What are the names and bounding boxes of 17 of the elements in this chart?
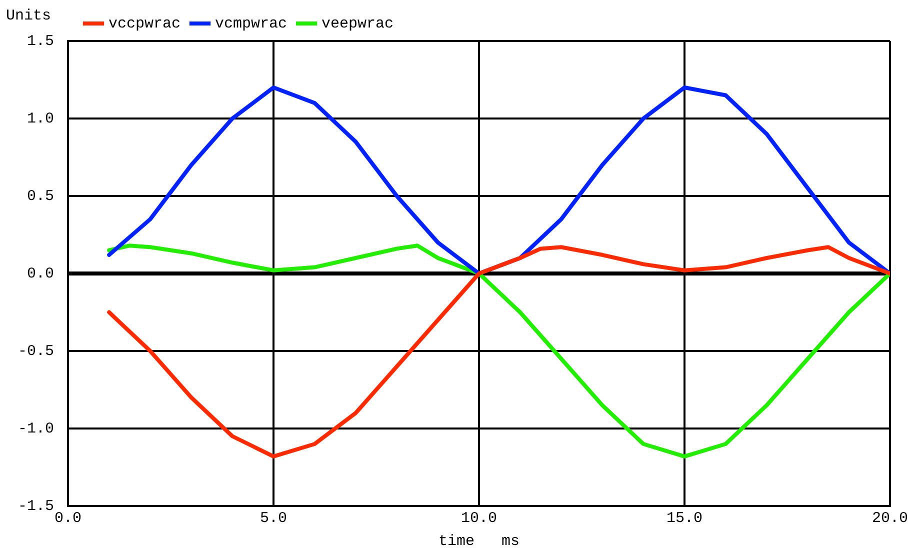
x-tick-label: 20.0 [872, 510, 908, 527]
y-tick-label: -1.0 [18, 420, 54, 438]
y-tick-label: 0.0 [26, 265, 54, 282]
y-tick-label: 0.5 [26, 188, 54, 205]
x-tick-label: 15.0 [666, 510, 703, 527]
legend-label: veepwrac [322, 15, 394, 32]
legend-label: vccpwrac [108, 15, 181, 32]
x-tick-label: 0.0 [54, 510, 82, 527]
x-tick-label: 5.0 [260, 510, 288, 527]
x-axis-title: time ms [438, 532, 520, 550]
x-tick-label: 10.0 [460, 510, 498, 527]
y-axis-title: Units [6, 7, 52, 24]
y-tick-label: -1.5 [18, 498, 54, 515]
y-tick-label: 1.0 [26, 110, 54, 128]
y-tick-label: -0.5 [18, 342, 54, 360]
legend-label: vcmpwrac [215, 15, 288, 32]
y-tick-label: 1.5 [26, 32, 54, 50]
